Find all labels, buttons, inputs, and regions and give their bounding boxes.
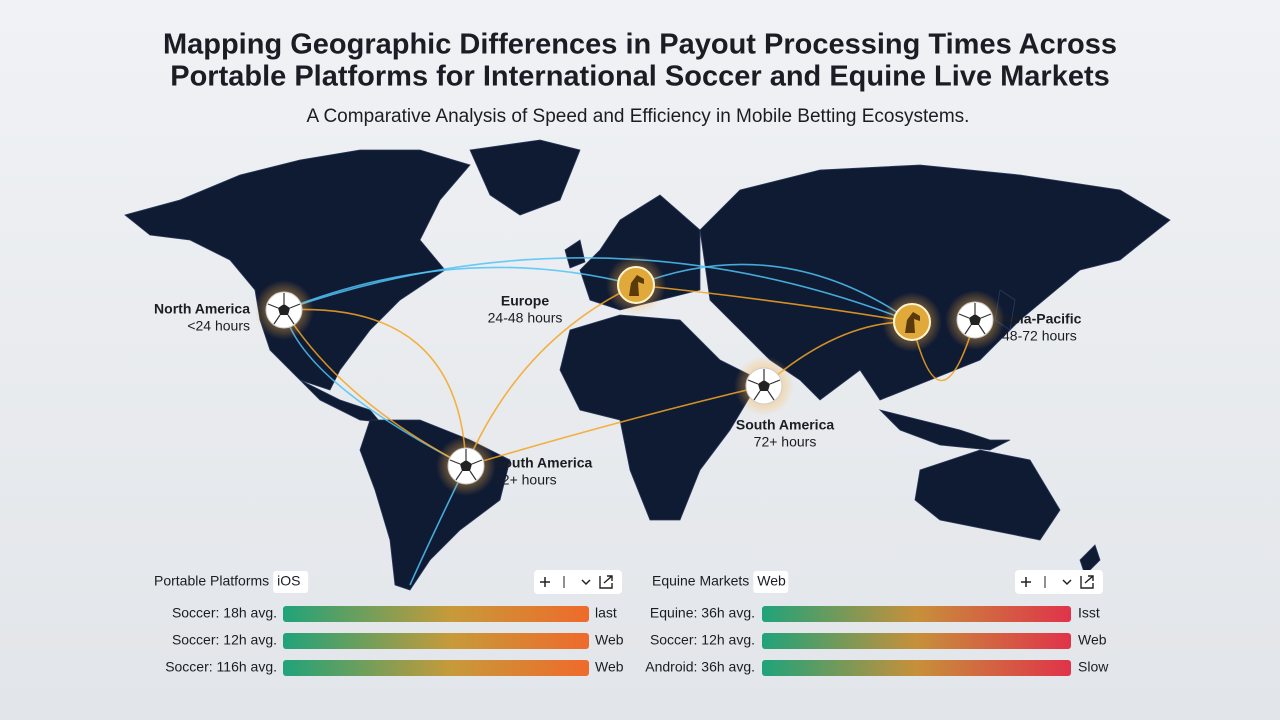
region-time: 72+ hours	[754, 434, 817, 450]
subtitle: A Comparative Analysis of Speed and Effi…	[307, 106, 970, 127]
region-time: 72+ hours	[494, 472, 557, 488]
row-label: Soccer: 18h avg.	[172, 605, 277, 621]
region-time: 24-48 hours	[488, 310, 563, 326]
gradient-bar	[283, 660, 589, 676]
panel-title: Equine Markets	[652, 573, 749, 589]
tag-chip	[753, 571, 789, 593]
ball-patch	[969, 314, 981, 325]
equine-marker	[606, 255, 666, 315]
horse-icon	[905, 312, 920, 333]
row-label: Soccer: 116h avg.	[165, 659, 277, 675]
row-label: Equine: 36h avg.	[650, 605, 755, 621]
tag-chip	[273, 571, 309, 593]
gradient-bar	[762, 660, 1071, 676]
row-status: Web	[1078, 632, 1107, 648]
ball-lines	[267, 293, 301, 325]
ball-lines	[449, 449, 483, 481]
region-name: Europe	[501, 293, 549, 309]
region-time: <24 hours	[187, 318, 250, 334]
panel-tag: Web	[757, 573, 786, 589]
panel-title: Portable Platforms	[154, 573, 269, 589]
panel-controls[interactable]	[534, 570, 622, 594]
plus-icon	[540, 577, 550, 587]
ball-patch	[758, 380, 770, 391]
ball-lines	[747, 369, 781, 401]
region-time: 48-72 hours	[1002, 328, 1077, 344]
gradient-bar	[762, 606, 1071, 622]
chevron-icon	[581, 579, 591, 586]
row-status: last	[595, 605, 617, 621]
region-name: Asia-Pacific	[1002, 311, 1082, 327]
row-status: Slow	[1078, 659, 1109, 675]
export-icon	[1080, 575, 1094, 589]
equine-marker	[882, 292, 942, 352]
gradient-bar	[283, 606, 589, 622]
export-icon	[599, 575, 613, 589]
title-line: Mapping Geographic Differences in Payout…	[163, 29, 1117, 61]
title-line: Portable Platforms for International Soc…	[170, 61, 1110, 93]
gradient-bar	[762, 633, 1071, 649]
plus-icon	[1021, 577, 1031, 587]
row-status: Isst	[1078, 605, 1100, 621]
row-label: Soccer: 12h avg.	[172, 632, 277, 648]
world-map	[124, 139, 1171, 591]
region-name: South America	[494, 455, 592, 471]
chevron-icon	[1062, 579, 1072, 586]
row-status: Web	[595, 659, 624, 675]
soccer-ball-marker	[254, 280, 314, 340]
ball-patch	[278, 304, 290, 315]
horse-icon	[629, 275, 644, 296]
ball-lines	[958, 303, 992, 335]
panel-tag: iOS	[277, 573, 300, 589]
gradient-bar	[283, 633, 589, 649]
row-status: Web	[595, 632, 624, 648]
region-name: South America	[736, 417, 834, 433]
soccer-ball-marker	[734, 356, 794, 416]
panel-controls[interactable]	[1015, 570, 1103, 594]
row-label: Soccer: 12h avg.	[650, 632, 755, 648]
row-label: Android: 36h avg.	[645, 659, 755, 675]
region-name: North America	[154, 301, 250, 317]
soccer-ball-marker	[945, 290, 1005, 350]
ball-patch	[460, 460, 472, 471]
soccer-ball-marker	[436, 436, 496, 496]
